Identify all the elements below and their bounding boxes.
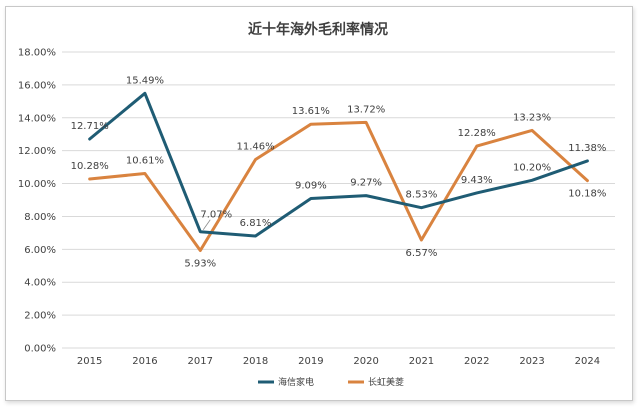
data-labels: 12.71% 15.49% 7.07% 6.81% 9.09% 9.27% 8.53% 9.4… [71, 75, 607, 269]
y-tick-label: 6.00% [24, 245, 56, 256]
x-tick-label: 2023 [519, 356, 544, 367]
data-label: 15.49% [126, 75, 164, 86]
data-label: 8.53% [406, 190, 438, 201]
y-tick-label: 4.00% [24, 278, 56, 289]
data-label: 9.27% [350, 178, 382, 189]
data-label: 9.09% [295, 181, 327, 192]
data-label: 11.46% [236, 142, 274, 153]
chart-title: 近十年海外毛利率情况 [248, 21, 388, 38]
series-line-hisense [88, 91, 589, 238]
y-tick-label: 2.00% [24, 311, 56, 322]
data-label: 11.38% [568, 143, 606, 154]
data-label: 13.23% [513, 112, 551, 123]
series-lines [88, 91, 589, 252]
data-label: 13.72% [347, 104, 385, 115]
data-label: 10.18% [568, 189, 606, 200]
x-tick-label: 2016 [132, 356, 157, 367]
data-label: 10.20% [513, 162, 551, 173]
y-tick-label: 16.00% [18, 80, 56, 91]
data-label: 7.07% [200, 210, 232, 221]
x-tick-label: 2017 [188, 356, 213, 367]
data-label: 6.57% [406, 248, 438, 259]
data-label: 5.93% [184, 258, 216, 269]
y-axis-ticks: 0.00% 2.00% 4.00% 6.00% 8.00% 10.00% 12.00% 14.… [18, 48, 56, 355]
data-label: 10.61% [126, 156, 164, 167]
y-tick-label: 10.00% [18, 179, 56, 190]
x-tick-label: 2020 [353, 356, 378, 367]
y-tick-label: 0.00% [24, 344, 56, 355]
x-axis-ticks: 2015 2016 2017 2018 2019 2020 2021 2022 2023 2024 [77, 356, 600, 367]
y-tick-label: 8.00% [24, 212, 56, 223]
x-tick-label: 2018 [243, 356, 268, 367]
y-tick-label: 12.00% [18, 146, 56, 157]
data-label: 10.28% [71, 161, 109, 172]
x-tick-label: 2024 [575, 356, 600, 367]
x-tick-label: 2019 [298, 356, 323, 367]
y-tick-label: 18.00% [18, 48, 56, 59]
x-tick-label: 2015 [77, 356, 102, 367]
x-tick-label: 2021 [409, 356, 434, 367]
data-label: 13.61% [292, 106, 330, 117]
series-line-changhong [88, 120, 589, 252]
legend: 海信家电 长虹美菱 [258, 376, 404, 388]
data-label: 12.28% [458, 128, 496, 139]
data-label: 9.43% [461, 175, 493, 186]
data-label: 6.81% [240, 218, 272, 229]
legend-label: 海信家电 [278, 376, 314, 388]
label-leader-line [202, 219, 211, 230]
chart-frame [5, 6, 633, 401]
data-label: 12.71% [71, 121, 109, 132]
y-tick-label: 14.00% [18, 113, 56, 124]
x-tick-label: 2022 [464, 356, 489, 367]
legend-label: 长虹美菱 [368, 376, 404, 388]
